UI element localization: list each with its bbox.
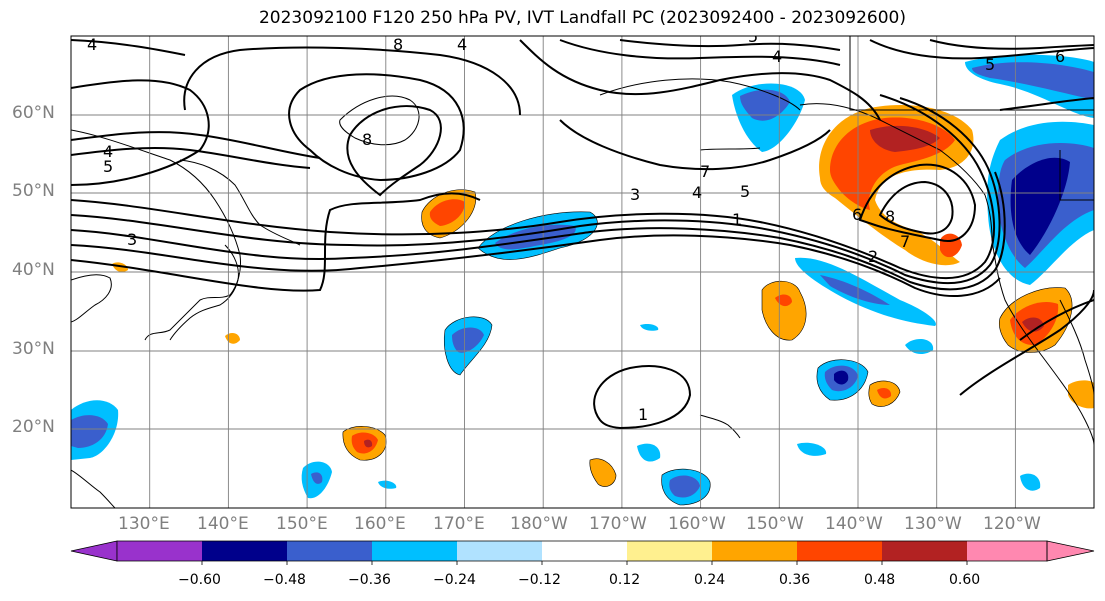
lat-label: 50°N — [12, 181, 55, 201]
colorbar-extend-min — [70, 540, 118, 562]
lat-label: 20°N — [12, 417, 55, 437]
contour-label: 4 — [772, 47, 782, 66]
colorbar-segment — [627, 541, 712, 561]
lon-label: 130°W — [904, 514, 962, 534]
lon-label: 170°W — [589, 514, 647, 534]
contour-label: 4 — [87, 35, 97, 54]
colorbar-tick-label: 0.24 — [694, 572, 726, 588]
graticule — [71, 36, 1094, 508]
lon-label: 140°E — [197, 514, 249, 534]
coastlines — [71, 36, 1094, 508]
colorbar-segment — [712, 541, 797, 561]
lat-label: 40°N — [12, 260, 55, 280]
contour-label: 5 — [103, 157, 113, 176]
colorbar-outline — [116, 540, 1048, 562]
contour-label: 6 — [1055, 47, 1065, 66]
lon-label: 170°E — [433, 514, 485, 534]
colorbar-tick-label: −0.48 — [263, 572, 306, 588]
lon-label: 130°E — [118, 514, 170, 534]
colorbar-tick-label: −0.24 — [433, 572, 476, 588]
colorbar-tick-label: 0.48 — [864, 572, 896, 588]
contour-label: 2 — [868, 247, 878, 266]
contour-label: 6 — [852, 205, 862, 224]
colorbar-segment — [542, 541, 627, 561]
contour-label: 8 — [885, 207, 895, 226]
colorbar-tick-label: −0.12 — [518, 572, 561, 588]
contour-label: 7 — [900, 232, 910, 251]
colorbar-segment — [882, 541, 967, 561]
contour-label: 8 — [393, 35, 403, 54]
contour-label: 8 — [362, 130, 372, 149]
pv-contours — [71, 39, 1094, 430]
colorbar-tick-label: −0.60 — [178, 572, 221, 588]
contour-labels: 4 5 4 8 4 5 3 8 7 4 5 3 1 6 8 7 2 5 6 4 … — [87, 27, 1065, 424]
contour-label: 7 — [700, 162, 710, 181]
colorbar-segment — [372, 541, 457, 561]
lon-label: 150°W — [746, 514, 804, 534]
contour-label: 3 — [630, 185, 640, 204]
colorbar-tick-label: 0.12 — [609, 572, 641, 588]
colorbar-segment — [797, 541, 882, 561]
contour-label: 4 — [692, 183, 702, 202]
contour-label: 3 — [127, 230, 137, 249]
colorbar-segment — [457, 541, 542, 561]
map-frame — [70, 35, 1095, 509]
lon-label: 120°W — [983, 514, 1041, 534]
colorbar-ticks — [201, 561, 968, 565]
colorbar-segment — [967, 541, 1047, 561]
lon-label: 160°W — [668, 514, 726, 534]
map-area: 4 5 4 8 4 5 3 8 7 4 5 3 1 6 8 7 2 5 6 4 … — [71, 27, 1094, 508]
lon-label: 180°W — [510, 514, 568, 534]
contour-label: 5 — [748, 27, 758, 46]
colorbar-segment — [117, 541, 202, 561]
colorbar-tick-label: −0.36 — [348, 572, 391, 588]
colorbar-extend-max — [1046, 540, 1095, 562]
colorbar — [70, 540, 1095, 565]
lat-label: 30°N — [12, 339, 55, 359]
contour-label: 4 — [103, 142, 113, 161]
colorbar-segment — [202, 541, 287, 561]
contour-label: 1 — [732, 210, 742, 229]
contour-label: 1 — [638, 405, 648, 424]
lon-label: 140°W — [825, 514, 883, 534]
lon-label: 150°E — [276, 514, 328, 534]
contour-label: 5 — [740, 182, 750, 201]
contour-label: 5 — [985, 55, 995, 74]
lat-label: 60°N — [12, 103, 55, 123]
contour-label: 4 — [457, 35, 467, 54]
colorbar-tick-label: 0.60 — [949, 572, 981, 588]
colorbar-tick-label: 0.36 — [779, 572, 811, 588]
negative-anomaly-shading — [71, 54, 1094, 505]
lon-label: 160°E — [354, 514, 406, 534]
colorbar-segment — [287, 541, 372, 561]
map-title: 2023092100 F120 250 hPa PV, IVT Landfall… — [258, 8, 906, 28]
